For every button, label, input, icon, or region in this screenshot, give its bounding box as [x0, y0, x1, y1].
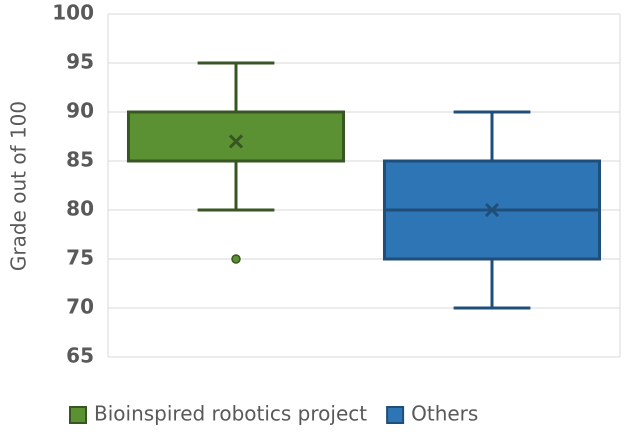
y-tick-label: 90 — [66, 99, 94, 123]
legend-label: Bioinspired robotics project — [94, 402, 367, 426]
outlier — [231, 254, 241, 264]
y-tick-label: 65 — [66, 344, 94, 368]
y-tick-label: 70 — [66, 295, 94, 319]
y-tick-label: 100 — [52, 1, 94, 25]
mean-marker — [484, 202, 500, 218]
y-tick-label: 95 — [66, 50, 94, 74]
legend-swatch — [69, 406, 87, 424]
y-tick-label: 85 — [66, 148, 94, 172]
legend-swatch — [386, 406, 405, 424]
legend-label: Others — [411, 402, 478, 426]
y-tick-label: 75 — [66, 246, 94, 270]
mean-marker — [228, 134, 244, 149]
box — [126, 110, 346, 163]
y-axis-label: Grade out of 100 — [7, 101, 31, 271]
y-tick-label: 80 — [66, 197, 94, 221]
